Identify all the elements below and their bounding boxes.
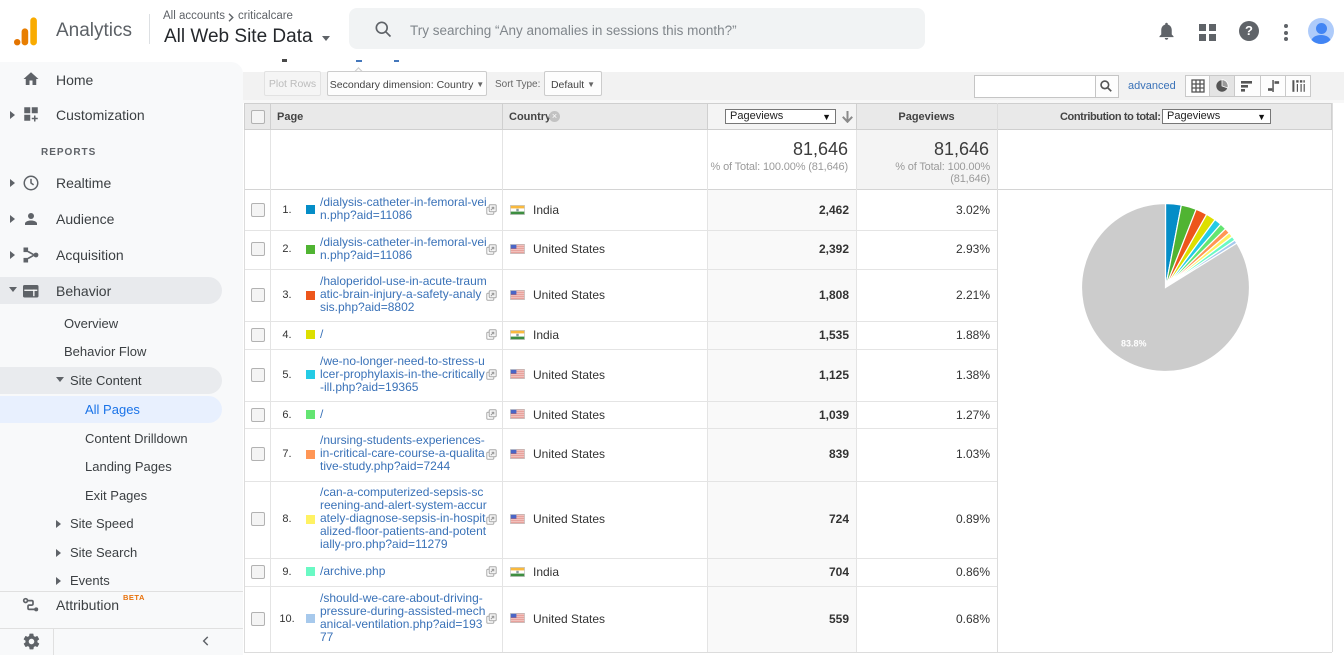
svg-text:83.8%: 83.8%: [1121, 339, 1147, 349]
